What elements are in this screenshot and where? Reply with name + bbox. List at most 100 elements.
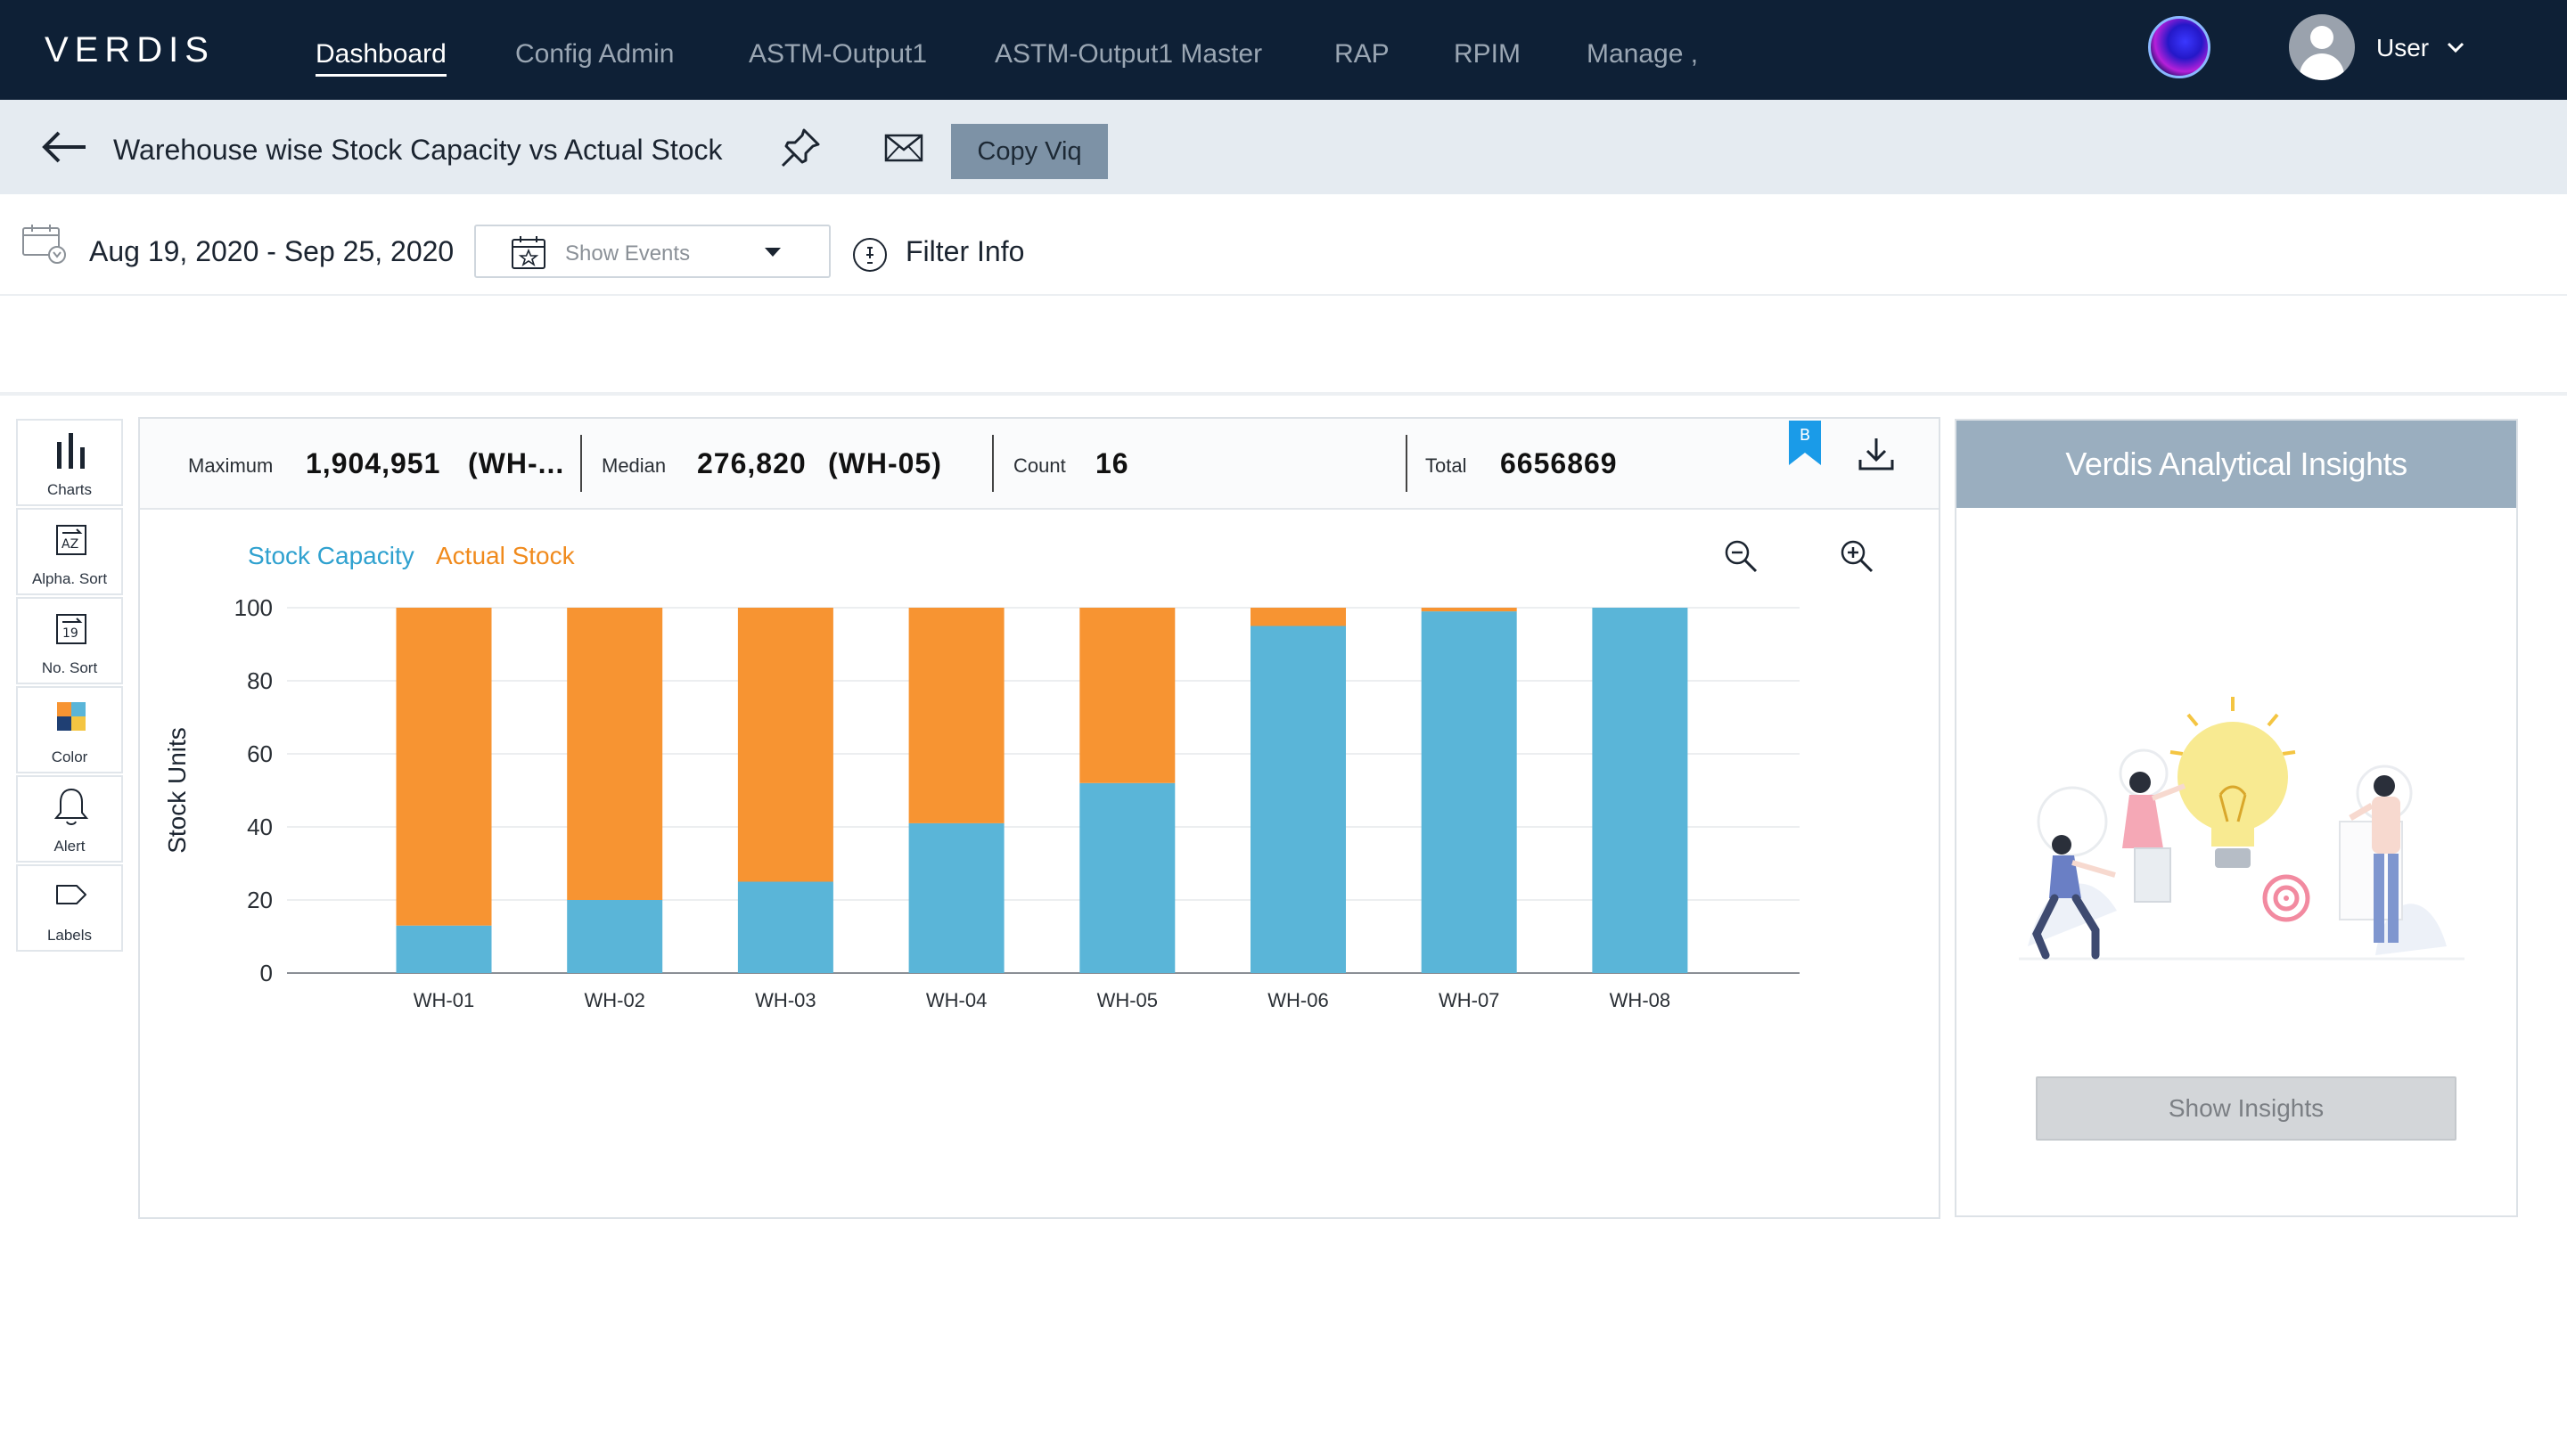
bar-chart-icon	[57, 433, 85, 469]
nav-rpim[interactable]: RPIM	[1454, 39, 1521, 69]
y-tick-label: 40	[247, 814, 273, 840]
stat-separator	[1406, 435, 1407, 492]
bar-actual-stock	[396, 608, 492, 926]
calendar-filter-icon[interactable]	[21, 223, 68, 266]
bar-actual-stock	[737, 608, 833, 882]
top-nav: VERDIS Dashboard Config Admin ASTM-Outpu…	[0, 0, 2567, 100]
stat-total-label: Total	[1425, 454, 1467, 477]
svg-text:19: 19	[62, 626, 78, 641]
calendar-star-icon	[512, 236, 545, 269]
stat-median-warehouse: (WH-05)	[828, 447, 942, 479]
tool-label: Labels	[46, 927, 93, 944]
nav-config-admin[interactable]: Config Admin	[515, 39, 675, 69]
tool-color[interactable]: Color	[16, 686, 123, 773]
y-tick-label: 100	[234, 594, 273, 621]
copy-viq-button[interactable]: Copy Viq	[951, 124, 1108, 179]
x-tick-label: WH-04	[926, 989, 987, 1011]
stat-max-warehouse: (WH-...	[468, 447, 565, 479]
nav-dashboard[interactable]: Dashboard	[316, 39, 447, 77]
pin-icon[interactable]	[779, 127, 822, 169]
filter-bar: Aug 19, 2020 - Sep 25, 2020 Show Events …	[0, 194, 2567, 296]
nav-astm-output1-master[interactable]: ASTM-Output1 Master	[995, 39, 1263, 69]
section-divider	[0, 392, 2567, 396]
bar-actual-stock	[1079, 608, 1176, 783]
bookmark-letter: B	[1800, 426, 1810, 445]
chevron-down-icon[interactable]	[2446, 37, 2465, 57]
tool-label: No. Sort	[41, 659, 98, 676]
x-tick-label: WH-03	[755, 989, 816, 1011]
bell-icon	[53, 788, 89, 825]
insights-panel: Verdis Analytical Insights	[1955, 419, 2518, 1217]
zoom-out-icon[interactable]	[1723, 538, 1759, 574]
alpha-sort-icon: AZ	[56, 525, 86, 555]
tool-alpha-sort[interactable]: AZ Alpha. Sort	[16, 508, 123, 595]
bar-actual-stock	[567, 608, 663, 900]
nav-manage[interactable]: Manage ,	[1587, 39, 1699, 69]
number-sort-icon: 19	[56, 614, 86, 644]
nav-astm-output1[interactable]: ASTM-Output1	[749, 39, 928, 69]
stat-median-value: 276,820	[697, 447, 807, 479]
tool-number-sort[interactable]: 19 No. Sort	[16, 597, 123, 684]
x-tick-label: WH-02	[584, 989, 644, 1011]
bar-stock-capacity	[1251, 626, 1346, 973]
bar-stock-capacity	[1421, 611, 1517, 973]
show-events-dropdown[interactable]: Show Events	[474, 225, 831, 278]
assistant-orb-icon[interactable]	[2148, 16, 2210, 78]
stacked-bar-chart: 0 20 40 60 80 100 Stock Units WH-01 WH-02 WH-03 WH…	[163, 594, 1800, 1011]
tool-alert[interactable]: Alert	[16, 775, 123, 863]
bar-actual-stock	[908, 608, 1005, 823]
stat-count-value: 16	[1095, 447, 1129, 479]
user-name[interactable]: User	[2376, 34, 2430, 61]
bar-stock-capacity	[567, 900, 663, 973]
stat-total-value: 6656869	[1500, 447, 1618, 479]
verdis-logo[interactable]: VERDIS	[45, 30, 215, 70]
tool-label: Charts	[46, 481, 93, 498]
bar-stock-capacity	[1592, 608, 1688, 973]
tool-label: Alpha. Sort	[31, 570, 108, 587]
download-icon[interactable]	[1857, 435, 1896, 474]
bar-actual-stock	[1421, 608, 1517, 612]
tool-label: Alert	[53, 838, 86, 855]
label-tag-icon	[56, 885, 86, 904]
mail-icon[interactable]	[884, 134, 923, 162]
show-events-label: Show Events	[565, 241, 691, 266]
nav-rap[interactable]: RAP	[1334, 39, 1390, 69]
y-axis-label: Stock Units	[163, 727, 191, 854]
stat-median-label: Median	[602, 454, 667, 477]
y-tick-label: 20	[247, 887, 273, 913]
caret-down-icon	[765, 248, 781, 257]
date-range[interactable]: Aug 19, 2020 - Sep 25, 2020	[89, 235, 455, 267]
bookmark-icon[interactable]: B	[1787, 421, 1823, 467]
legend-actual-stock[interactable]: Actual Stock	[436, 542, 575, 569]
x-tick-label: WH-08	[1610, 989, 1670, 1011]
bar-stock-capacity	[737, 881, 833, 973]
legend-stock-capacity[interactable]: Stock Capacity	[248, 542, 414, 569]
color-palette-icon	[57, 702, 86, 731]
tool-labels[interactable]: Labels	[16, 864, 123, 952]
chart-panel: Maximum 1,904,951 (WH-... Median 276,820…	[138, 417, 1940, 1219]
tool-charts[interactable]: Charts	[16, 419, 123, 506]
back-arrow-icon[interactable]	[41, 130, 87, 164]
y-tick-label: 60	[247, 740, 273, 767]
stat-separator	[992, 435, 994, 492]
bar-actual-stock	[1251, 608, 1346, 626]
zoom-in-icon[interactable]	[1839, 538, 1874, 574]
filter-info-icon[interactable]	[852, 237, 888, 273]
stats-row: Maximum 1,904,951 (WH-... Median 276,820…	[140, 419, 1939, 510]
title-bar: Warehouse wise Stock Capacity vs Actual …	[0, 100, 2567, 194]
bar-stock-capacity	[1079, 782, 1176, 973]
show-insights-button[interactable]: Show Insights	[2036, 1076, 2456, 1141]
page-title: Warehouse wise Stock Capacity vs Actual …	[113, 134, 723, 166]
lightbulb-team-illustration	[2019, 697, 2464, 961]
insights-title: Verdis Analytical Insights	[1956, 421, 2516, 508]
stat-max-label: Maximum	[188, 454, 274, 477]
user-avatar-icon[interactable]	[2289, 14, 2355, 80]
x-tick-label: WH-01	[414, 989, 474, 1011]
x-tick-label: WH-06	[1267, 989, 1328, 1011]
stat-separator	[580, 435, 582, 492]
y-tick-label: 0	[260, 960, 273, 986]
bar-stock-capacity	[396, 925, 492, 973]
bar-stock-capacity	[908, 822, 1005, 973]
stat-max-value: 1,904,951	[306, 447, 441, 479]
filter-info-label[interactable]: Filter Info	[906, 235, 1025, 267]
